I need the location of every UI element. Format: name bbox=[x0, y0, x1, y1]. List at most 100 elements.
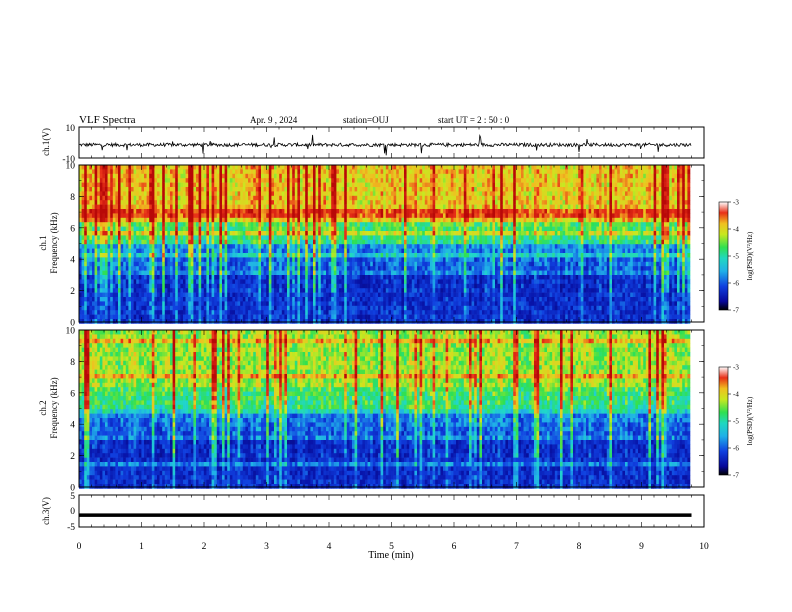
spectrogram-cell bbox=[126, 275, 129, 280]
spectrogram-cell bbox=[123, 249, 126, 254]
spectrogram-cell bbox=[248, 288, 251, 293]
spectrogram-cell bbox=[279, 306, 282, 311]
spectrogram-cell bbox=[139, 191, 142, 196]
spectrogram-cell bbox=[420, 315, 423, 320]
spectrogram-cell bbox=[373, 209, 376, 214]
spectrogram-cell bbox=[269, 266, 272, 271]
spectrogram-cell bbox=[144, 187, 147, 192]
spectrogram-cell bbox=[147, 315, 150, 320]
spectrogram-cell bbox=[349, 244, 352, 249]
spectrogram-cell bbox=[261, 284, 264, 289]
spectrogram-cell bbox=[160, 196, 163, 201]
spectrogram-cell bbox=[113, 174, 116, 179]
spectrogram-cell bbox=[235, 213, 238, 218]
spectrogram-cell bbox=[279, 222, 282, 227]
spectrogram-cell bbox=[420, 257, 423, 262]
spectrogram-cell bbox=[297, 218, 300, 223]
spectrogram-cell bbox=[204, 301, 207, 306]
spectrogram-cell bbox=[388, 165, 391, 170]
spectrogram-cell bbox=[427, 169, 430, 174]
spectrogram-cell bbox=[362, 266, 365, 271]
spectrogram-cell bbox=[271, 227, 274, 232]
spectrogram-cell bbox=[238, 235, 241, 240]
spectrogram-cell bbox=[217, 235, 220, 240]
spectrogram-cell bbox=[243, 271, 246, 276]
spectrogram-cell bbox=[123, 235, 126, 240]
spectrogram-cell bbox=[136, 235, 139, 240]
spectrogram-cell bbox=[178, 169, 181, 174]
spectrogram-cell bbox=[157, 279, 160, 284]
spectrogram-cell bbox=[136, 209, 139, 214]
spectrogram-cell bbox=[386, 187, 389, 192]
spectrogram-cell bbox=[355, 209, 358, 214]
spectrogram-cell bbox=[157, 319, 160, 324]
spectrogram-cell bbox=[422, 262, 425, 267]
spectrogram-cell bbox=[97, 169, 100, 174]
spectrogram-cell bbox=[279, 262, 282, 267]
spectrogram-cell bbox=[108, 262, 111, 267]
spectrogram-cell bbox=[191, 244, 194, 249]
spectrogram-cell bbox=[248, 319, 251, 324]
spectrogram-cell bbox=[238, 231, 241, 236]
spectrogram-cell bbox=[253, 235, 256, 240]
spectrogram-cell bbox=[404, 240, 407, 245]
spectrogram-cell bbox=[375, 218, 378, 223]
spectrogram-cell bbox=[191, 227, 194, 232]
spectrogram-cell bbox=[160, 244, 163, 249]
spectrogram-cell bbox=[266, 205, 269, 210]
spectrogram-cell bbox=[264, 196, 267, 201]
spectrogram-cell bbox=[295, 297, 298, 302]
spectrogram-cell bbox=[378, 165, 381, 170]
spectrogram-cell bbox=[352, 279, 355, 284]
spectrogram-cell bbox=[342, 231, 345, 236]
spectrogram-cell bbox=[305, 209, 308, 214]
spectrogram-cell bbox=[396, 183, 399, 188]
spectrogram-cell bbox=[388, 266, 391, 271]
spectrogram-cell bbox=[222, 288, 225, 293]
spectrogram-cell bbox=[401, 244, 404, 249]
spectrogram-cell bbox=[386, 253, 389, 258]
spectrogram-cell bbox=[420, 293, 423, 298]
spectrogram-cell bbox=[243, 310, 246, 315]
spectrogram-cell bbox=[167, 196, 170, 201]
spectrogram-cell bbox=[407, 191, 410, 196]
spectrogram-cell bbox=[412, 227, 415, 232]
spectrogram-cell bbox=[360, 262, 363, 267]
spectrogram-cell bbox=[157, 227, 160, 232]
spectrogram-cell bbox=[284, 319, 287, 324]
spectrogram-cell bbox=[391, 218, 394, 223]
spectrogram-cell bbox=[362, 174, 365, 179]
spectrogram-cell bbox=[305, 301, 308, 306]
spectrogram-cell bbox=[144, 213, 147, 218]
spectrogram-cell bbox=[183, 231, 186, 236]
spectrogram-cell bbox=[131, 275, 134, 280]
spectrogram-cell bbox=[282, 244, 285, 249]
spectrogram-cell bbox=[336, 218, 339, 223]
spectrogram-cell bbox=[352, 284, 355, 289]
spectrogram-cell bbox=[209, 187, 212, 192]
spectrogram-cell bbox=[321, 235, 324, 240]
spectrogram-cell bbox=[329, 205, 332, 210]
spectrogram-cell bbox=[399, 249, 402, 254]
spectrogram-cell bbox=[409, 284, 412, 289]
spectrogram-cell bbox=[178, 183, 181, 188]
spectrogram-cell bbox=[175, 279, 178, 284]
spectrogram-cell bbox=[144, 200, 147, 205]
spectrogram-cell bbox=[121, 183, 124, 188]
spectrogram-cell bbox=[144, 266, 147, 271]
spectrogram-cell bbox=[391, 275, 394, 280]
spectrogram-cell bbox=[152, 218, 155, 223]
spectrogram-cell bbox=[308, 266, 311, 271]
spectrogram-cell bbox=[97, 178, 100, 183]
spectrogram-cell bbox=[261, 213, 264, 218]
spectrogram-cell bbox=[89, 231, 92, 236]
spectrogram-cell bbox=[357, 187, 360, 192]
spectrogram-cell bbox=[219, 205, 222, 210]
spectrogram-cell bbox=[243, 169, 246, 174]
spectrogram-cell bbox=[264, 178, 267, 183]
spectrogram-cell bbox=[425, 218, 428, 223]
spectrogram-cell bbox=[230, 231, 233, 236]
spectrogram-cell bbox=[370, 279, 373, 284]
spectrogram-cell bbox=[170, 284, 173, 289]
spectrogram-cell bbox=[336, 262, 339, 267]
